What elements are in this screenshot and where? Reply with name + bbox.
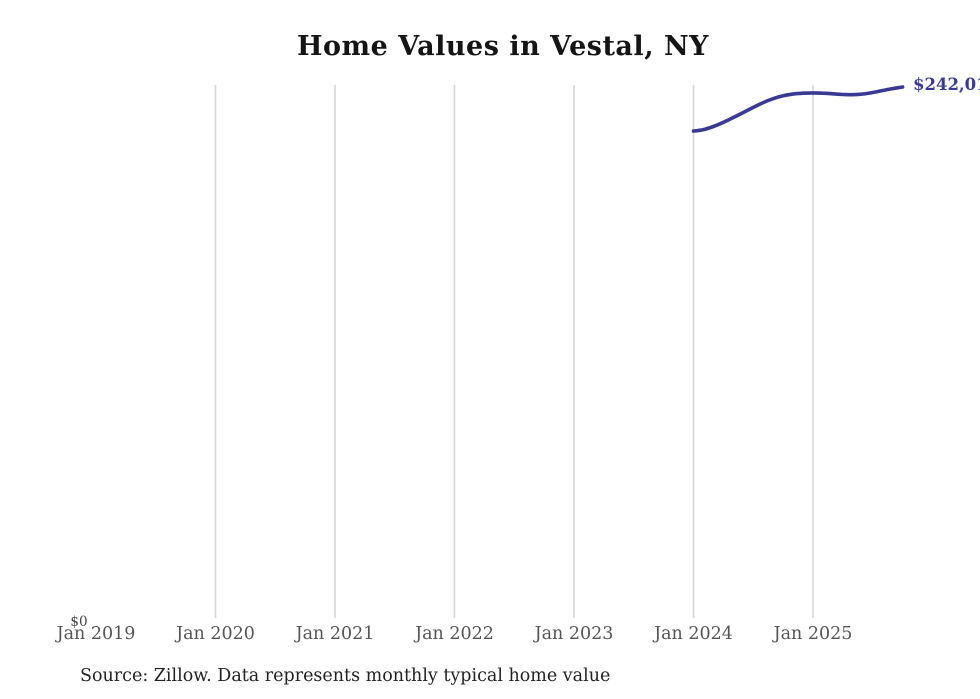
x-tick-jan-2023: Jan 2023	[533, 624, 614, 644]
x-axis-tick-labels: Jan 2019 Jan 2020 Jan 2021 Jan 2022 Jan 2023…	[55, 624, 853, 644]
x-tick-jan-2021: Jan 2021	[294, 624, 375, 644]
x-tick-jan-2019: Jan 2019	[55, 624, 136, 644]
latest-value-label: $242,011	[913, 75, 980, 94]
x-tick-jan-2025: Jan 2025	[772, 624, 853, 644]
x-tick-jan-2022: Jan 2022	[413, 624, 494, 644]
x-tick-jan-2024: Jan 2024	[652, 624, 733, 644]
home-value-line	[691, 85, 905, 133]
source-note: Source: Zillow. Data represents monthly …	[80, 666, 611, 686]
chart-title: Home Values in Vestal, NY	[297, 31, 709, 62]
gridlines-group	[214, 85, 814, 618]
y-axis-zero-label: $0	[70, 614, 87, 630]
x-tick-jan-2020: Jan 2020	[174, 624, 255, 644]
